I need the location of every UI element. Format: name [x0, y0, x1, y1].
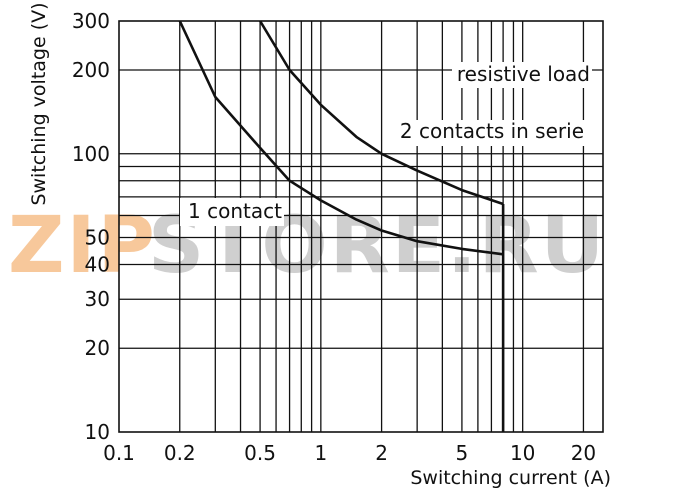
- series-line-1: [178, 20, 504, 256]
- annotation-3: 1 contact: [188, 199, 282, 223]
- plot-border: [118, 20, 604, 433]
- x-axis-label: Switching current (A): [410, 467, 611, 489]
- x-tick-5: 5: [456, 441, 469, 465]
- annotation-2: 2 contacts in serie: [400, 119, 584, 143]
- y-tick-20: 20: [85, 336, 110, 360]
- x-tick-2: 2: [375, 441, 388, 465]
- y-tick-30: 30: [85, 287, 110, 311]
- labels-layer: Switching current (A) Switching voltage (…: [28, 2, 611, 489]
- x-tick-0.2: 0.2: [164, 441, 196, 465]
- y-axis-label: Switching voltage (V): [28, 2, 50, 205]
- y-tick-200: 200: [72, 58, 110, 82]
- series-layer: [178, 20, 505, 432]
- annotation-1: resistive load: [457, 62, 590, 86]
- x-tick-20: 20: [571, 441, 596, 465]
- x-tick-1: 1: [314, 441, 327, 465]
- grid: [119, 21, 603, 432]
- y-tick-300: 300: [72, 9, 110, 33]
- watermark-left: ZIP: [8, 201, 157, 291]
- x-tick-0.5: 0.5: [244, 441, 276, 465]
- plot-frame: [118, 20, 604, 433]
- x-tick-0.1: 0.1: [103, 441, 135, 465]
- y-tick-50: 50: [85, 226, 110, 250]
- y-tick-100: 100: [72, 142, 110, 166]
- annotation-bg-2: [394, 120, 588, 146]
- annotation-bg-1: [452, 62, 592, 88]
- y-tick-40: 40: [85, 252, 110, 276]
- series-line-2: [258, 20, 504, 206]
- y-tick-10: 10: [85, 420, 110, 444]
- annotation-bg-3: [180, 198, 284, 226]
- x-tick-10: 10: [510, 441, 535, 465]
